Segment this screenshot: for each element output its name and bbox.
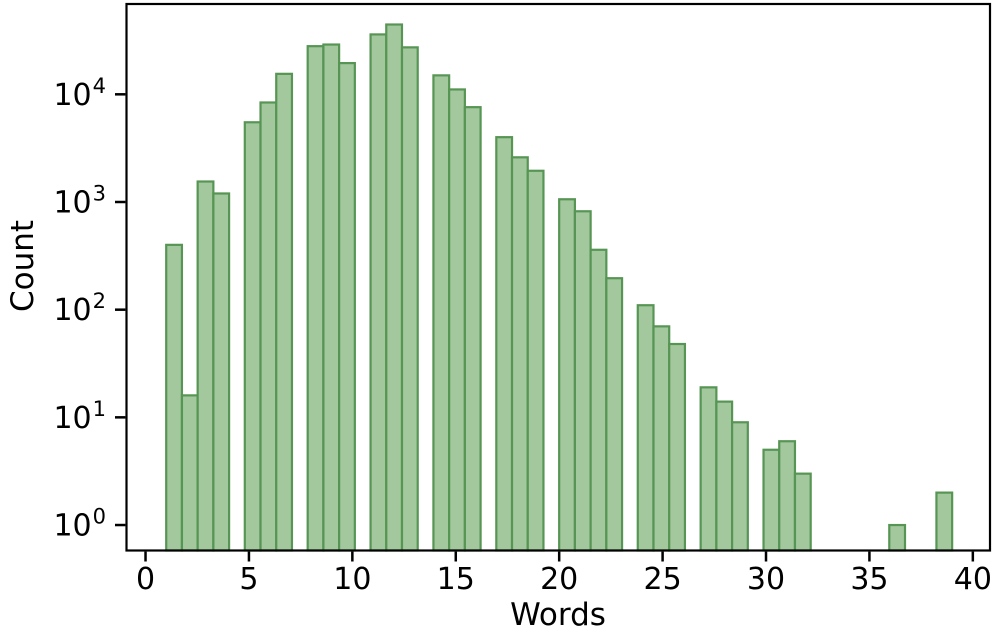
histogram-bar bbox=[605, 277, 624, 552]
histogram-bar bbox=[338, 61, 356, 552]
histogram-bar bbox=[369, 33, 388, 552]
histogram-bar bbox=[778, 440, 797, 552]
x-tick-label-0: 0 bbox=[136, 562, 155, 597]
histogram-bar bbox=[306, 45, 325, 552]
histogram-bar bbox=[730, 421, 749, 552]
histogram-bar bbox=[762, 448, 781, 552]
histogram-bar bbox=[573, 210, 592, 552]
y-tick-label-1e0: 100 bbox=[53, 505, 106, 544]
x-tick-label-40: 40 bbox=[954, 562, 992, 597]
y-tick-label-1e1: 101 bbox=[53, 397, 106, 436]
histogram-bar bbox=[448, 88, 466, 552]
histogram-bar bbox=[715, 400, 734, 552]
y-tick-label-1e4: 104 bbox=[53, 74, 106, 113]
bars-layer bbox=[165, 23, 954, 552]
histogram-bar bbox=[526, 169, 545, 552]
x-axis-ticks: 0 5 10 15 20 25 30 35 40 bbox=[136, 551, 992, 597]
x-tick-label-30: 30 bbox=[747, 562, 785, 597]
x-tick-label-35: 35 bbox=[850, 562, 888, 597]
y-axis-label: Count bbox=[5, 220, 41, 312]
histogram-bar bbox=[668, 342, 687, 552]
histogram-bar bbox=[400, 46, 419, 552]
y-axis-ticks: 100 101 102 103 104 bbox=[53, 74, 126, 544]
histogram-bar bbox=[432, 74, 451, 552]
histogram-bar bbox=[793, 472, 812, 552]
histogram-bar bbox=[699, 386, 718, 552]
x-tick-label-5: 5 bbox=[239, 562, 258, 597]
histogram-bar bbox=[558, 198, 576, 552]
histogram-bar bbox=[463, 106, 482, 552]
histogram-bar bbox=[385, 23, 404, 552]
histogram-bar bbox=[888, 523, 907, 552]
histogram-bar bbox=[275, 72, 294, 552]
histogram-bar bbox=[322, 43, 341, 552]
histogram-bar bbox=[636, 304, 655, 552]
histogram-bar bbox=[510, 156, 529, 552]
histogram-bar bbox=[495, 136, 514, 552]
x-tick-label-20: 20 bbox=[540, 562, 578, 597]
histogram-bar bbox=[212, 192, 231, 552]
histogram-bar bbox=[165, 243, 184, 552]
plot-border bbox=[125, 2, 992, 552]
x-tick-label-25: 25 bbox=[644, 562, 682, 597]
x-tick-label-10: 10 bbox=[333, 562, 371, 597]
histogram-bar bbox=[196, 180, 215, 552]
histogram-bar bbox=[243, 121, 262, 552]
histogram-bar bbox=[589, 248, 608, 552]
x-axis-label: Words bbox=[510, 597, 606, 631]
y-tick-label-1e2: 102 bbox=[53, 289, 106, 328]
y-tick-label-1e3: 103 bbox=[53, 181, 106, 220]
x-tick-label-15: 15 bbox=[437, 562, 475, 597]
histogram-bar bbox=[259, 101, 278, 552]
histogram-bar bbox=[652, 325, 671, 552]
histogram-bar bbox=[935, 491, 954, 552]
histogram-bar bbox=[180, 394, 199, 552]
